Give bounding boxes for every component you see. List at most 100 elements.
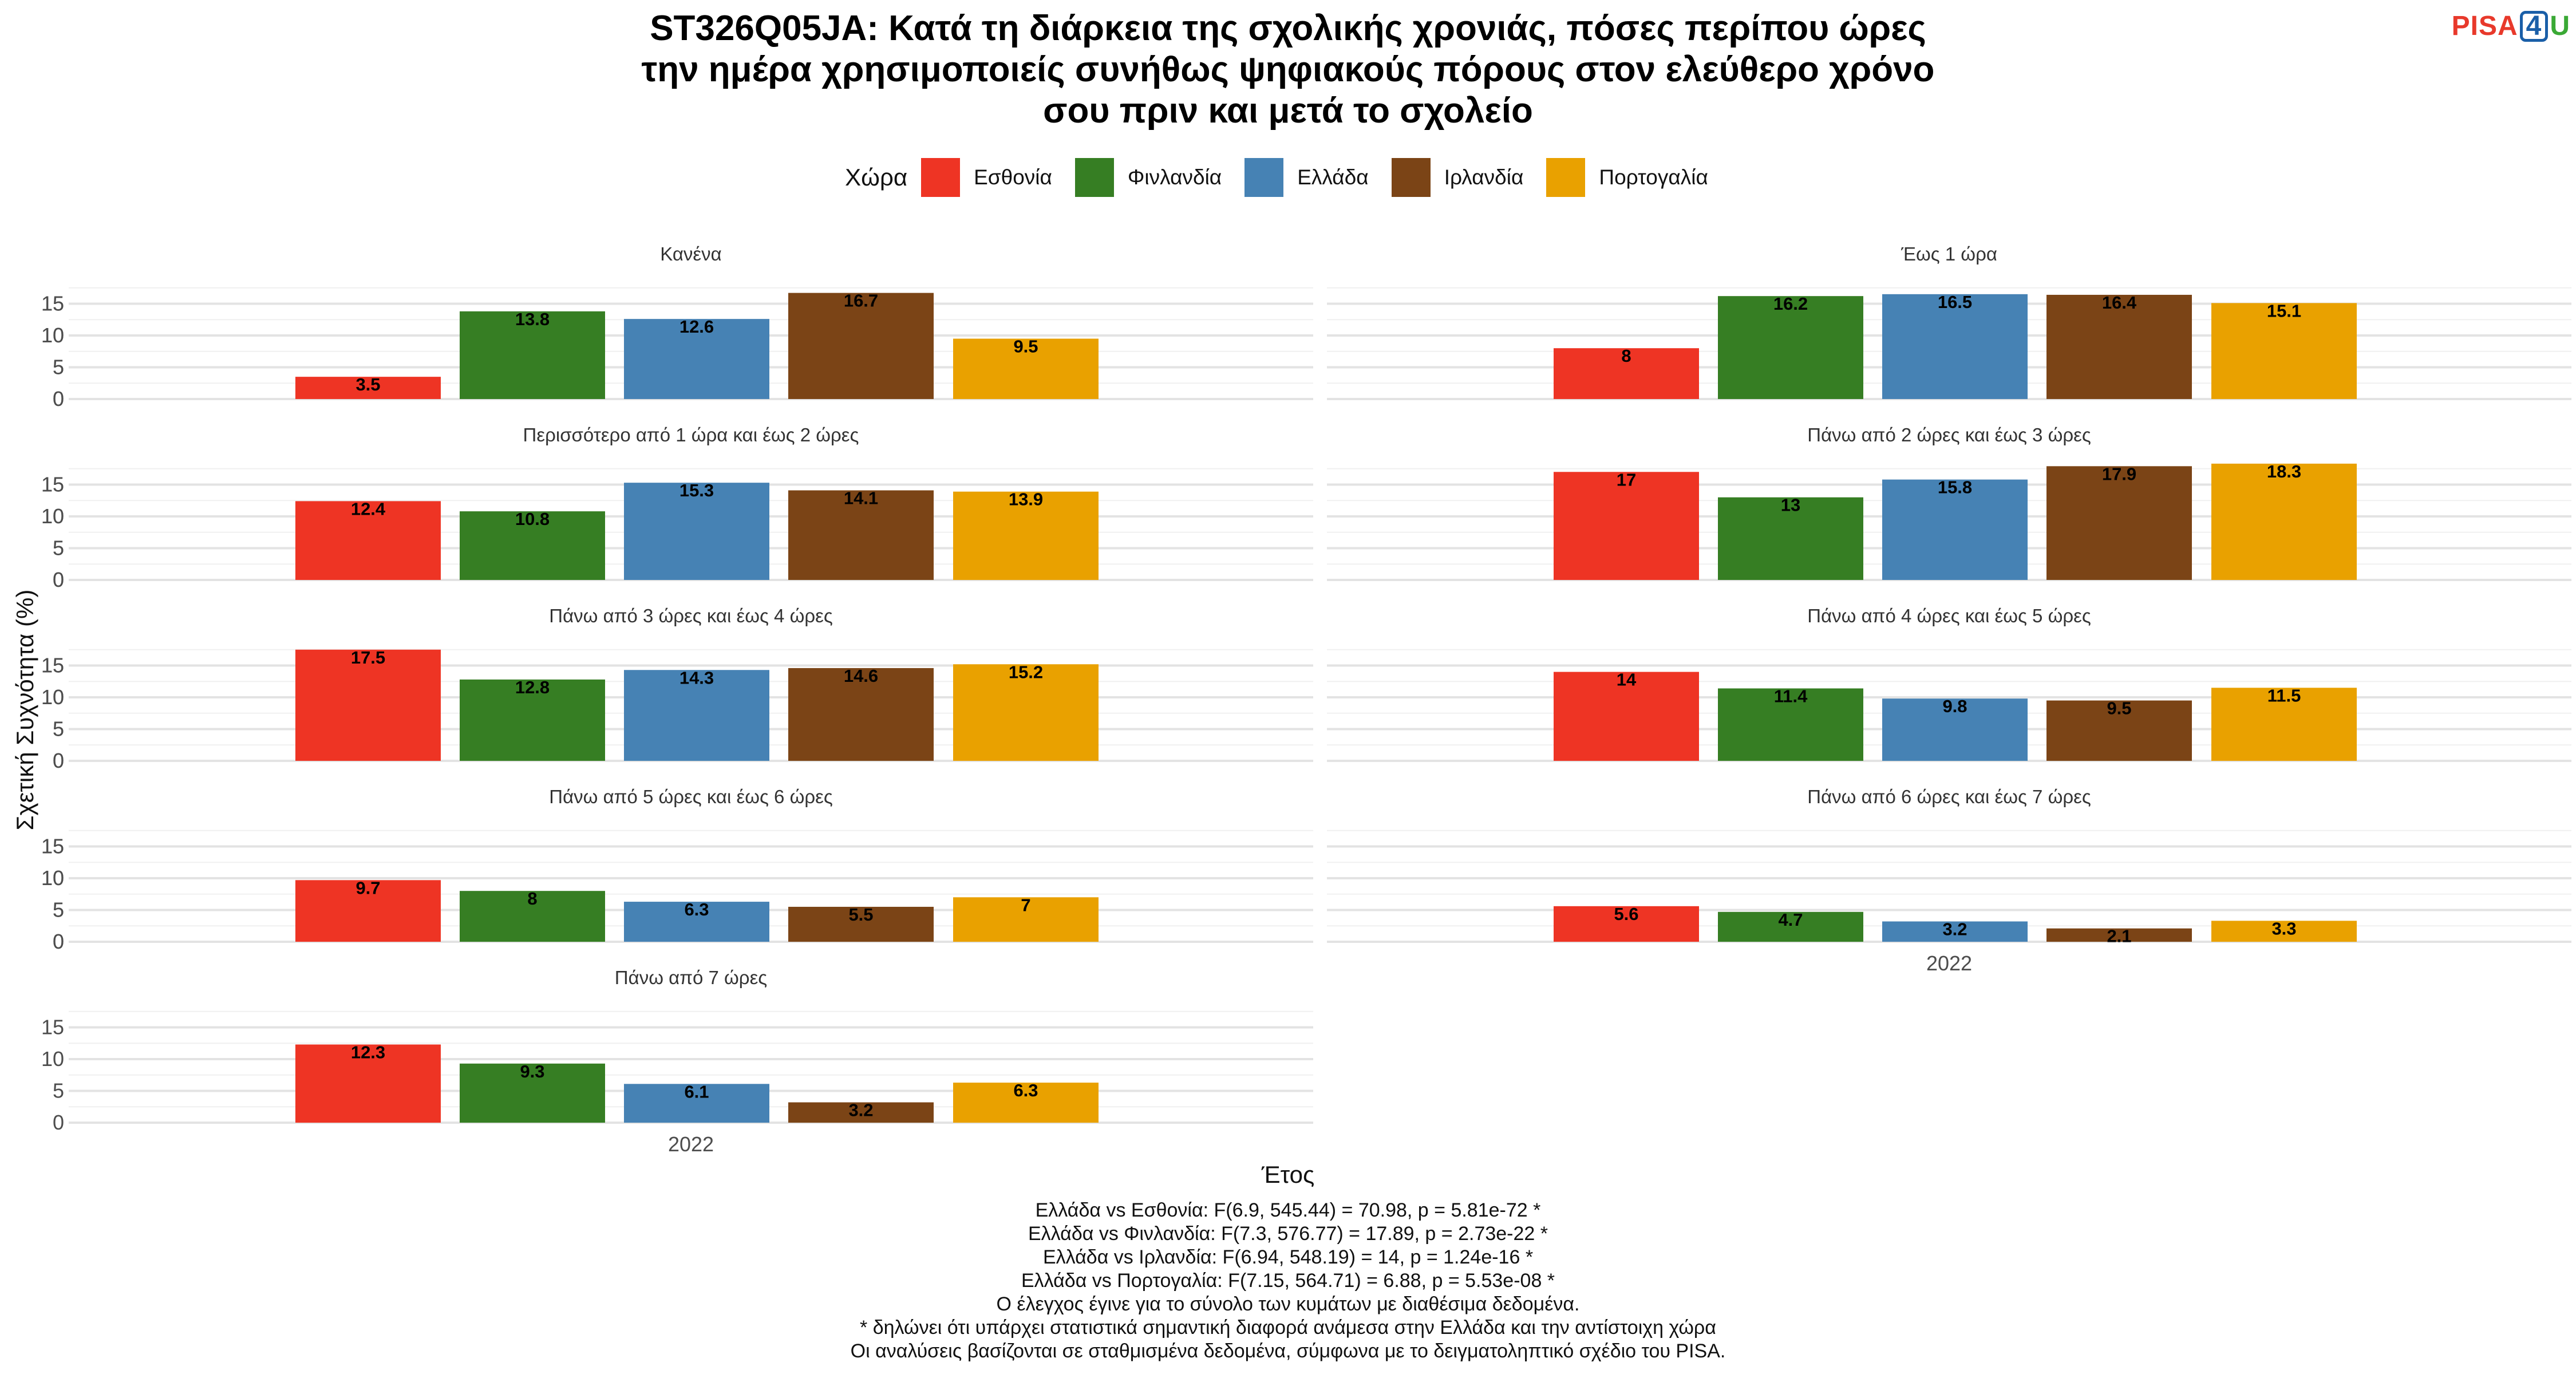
y-tick-label: 0	[53, 568, 64, 591]
pisa4u-logo: PISA 4 U	[2452, 10, 2570, 42]
legend-item: Πορτογαλία	[1546, 158, 1708, 197]
bar-value-label: 14.6	[844, 666, 878, 686]
bar-value-label: 3.2	[1942, 919, 1967, 939]
facet-title: Πάνω από 7 ώρες	[615, 967, 767, 988]
bar	[1554, 906, 1699, 942]
legend-swatch	[1546, 158, 1586, 197]
bar-value-label: 15.1	[2267, 301, 2301, 321]
bar	[624, 1084, 769, 1123]
y-tick-label: 10	[41, 685, 64, 709]
bar	[295, 377, 441, 399]
bar	[460, 891, 605, 942]
y-tick-label: 15	[41, 654, 64, 677]
y-tick-label: 0	[53, 930, 64, 953]
legend-swatch	[1244, 158, 1284, 197]
bar	[788, 293, 934, 399]
bar	[624, 670, 769, 761]
bar-value-label: 6.1	[684, 1081, 709, 1101]
bar-value-label: 14.1	[844, 488, 878, 508]
legend: Χώρα Εσθονία Φινλανδία Ελλάδα Ιρλανδία Πορτο…	[0, 158, 2576, 197]
legend-label: Πορτογαλία	[1599, 165, 1708, 189]
note-line: * δηλώνει ότι υπάρχει στατιστικά σημαντι…	[860, 1317, 1716, 1339]
facet-title: Περισσότερο από 1 ώρα και έως 2 ώρες	[523, 424, 859, 445]
y-tick-label: 0	[53, 749, 64, 772]
bar	[1882, 921, 2028, 942]
facet-title: Πάνω από 2 ώρες και έως 3 ώρες	[1807, 424, 2091, 445]
bar	[1554, 472, 1699, 580]
bar-value-label: 8	[527, 889, 537, 909]
facet-title: Πάνω από 3 ώρες και έως 4 ώρες	[549, 605, 832, 626]
facet-title: Κανένα	[660, 243, 721, 264]
y-tick-label: 0	[53, 1111, 64, 1134]
y-tick-label: 5	[53, 536, 64, 560]
footnotes: Ελλάδα vs Εσθονία: F(6.9, 545.44) = 70.9…	[0, 1199, 2576, 1363]
bar-value-label: 9.7	[355, 878, 380, 898]
legend-label: Ιρλανδία	[1444, 165, 1524, 189]
legend-item: Ελλάδα	[1244, 158, 1369, 197]
facet-title: Έως 1 ώρα	[1901, 243, 1997, 264]
chart-title-line-1: ST326Q05JA: Κατά τη διάρκεια της σχολική…	[650, 9, 1926, 48]
y-tick-label: 0	[53, 568, 64, 591]
chart-title-line-3: σου πριν και μετά το σχολείο	[1043, 91, 1533, 131]
bar	[295, 880, 441, 942]
legend-label: Ελλάδα	[1297, 165, 1369, 189]
note-line: Ελλάδα vs Ιρλανδία: F(6.94, 548.19) = 14…	[1042, 1246, 1534, 1268]
bar-value-label: 15.3	[679, 480, 714, 500]
legend-item: Εσθονία	[921, 158, 1052, 197]
bar-value-label: 3.2	[848, 1100, 873, 1120]
y-tick-label: 5	[53, 356, 64, 379]
facet-title: Πάνω από 6 ώρες και έως 7 ώρες	[1807, 786, 2091, 807]
y-tick-label: 5	[53, 1079, 64, 1103]
bar	[2211, 463, 2357, 580]
bar-value-label: 15.8	[1938, 477, 1972, 498]
bar	[624, 902, 769, 942]
y-tick-label: 10	[41, 504, 64, 528]
bar-value-label: 12.3	[351, 1042, 385, 1062]
legend-item: Ιρλανδία	[1391, 158, 1524, 197]
y-tick-label: 10	[41, 866, 64, 890]
y-tick-label: 10	[41, 1047, 64, 1071]
bar	[953, 338, 1099, 399]
bar	[788, 906, 934, 942]
logo-text-4: 4	[2519, 11, 2549, 42]
y-tick-label: 10	[41, 504, 64, 528]
bar-value-label: 6.3	[684, 899, 709, 919]
bar-value-label: 12.8	[515, 677, 550, 697]
bar	[953, 491, 1099, 580]
legend-title: Χώρα	[845, 164, 908, 191]
note-line: Οι αναλύσεις βασίζονται σε σταθμισμένα δ…	[850, 1340, 1726, 1362]
bar-value-label: 9.8	[1942, 696, 1967, 716]
bar	[295, 1044, 441, 1123]
bar	[2211, 921, 2357, 942]
y-tick-label: 10	[41, 866, 64, 890]
bar	[460, 679, 605, 761]
bar	[295, 649, 441, 761]
bar-value-label: 3.5	[355, 374, 380, 394]
legend-label: Φινλανδία	[1127, 165, 1222, 189]
bar	[1882, 698, 2028, 761]
legend-swatch	[921, 158, 961, 197]
bar-value-label: 5.5	[848, 905, 873, 925]
y-tick-label: 0	[53, 749, 64, 772]
bar-value-label: 10.8	[515, 509, 550, 529]
facet-title: Πάνω από 4 ώρες και έως 5 ώρες	[1807, 605, 2091, 626]
bar	[2046, 294, 2192, 399]
bar	[295, 501, 441, 580]
note-line: Ελλάδα vs Φινλανδία: F(7.3, 576.77) = 17…	[1028, 1223, 1548, 1245]
chart-title-line-2: την ημέρα χρησιμοποιείς συνήθως ψηφιακού…	[641, 50, 1935, 89]
bar-value-label: 13.8	[515, 309, 550, 329]
y-tick-label: 5	[53, 898, 64, 922]
bar	[1882, 479, 2028, 580]
legend-label: Εσθονία	[974, 165, 1052, 189]
bar-value-label: 13	[1781, 495, 1800, 515]
y-tick-label: 15	[41, 292, 64, 315]
bar-value-label: 13.9	[1009, 489, 1043, 510]
bar	[460, 311, 605, 399]
note-line: Ο έλεγχος έγινε για το σύνολο των κυμάτω…	[996, 1293, 1580, 1315]
bar	[1554, 672, 1699, 761]
y-tick-label: 5	[53, 898, 64, 922]
note-line: Ελλάδα vs Εσθονία: F(6.9, 545.44) = 70.9…	[1035, 1199, 1541, 1221]
facet-title: Πάνω από 5 ώρες και έως 6 ώρες	[549, 786, 832, 807]
legend-swatch	[1391, 158, 1431, 197]
